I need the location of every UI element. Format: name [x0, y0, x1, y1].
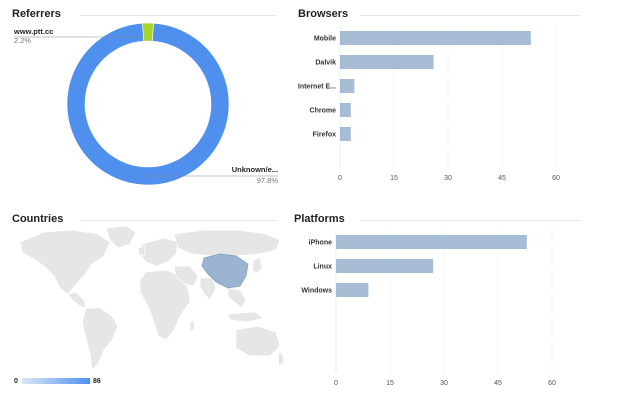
browsers-category-1: Dalvik: [315, 60, 336, 67]
browsers-tick-4: 60: [552, 175, 560, 182]
donut-slice-0: [142, 22, 154, 42]
map-legend-gradient-bar: [22, 378, 90, 384]
browsers-bar-chart: 0 15 30 45 60 Mobile Dalvik Internet E... Chrome…: [298, 26, 560, 182]
map-region-new-zealand: [277, 351, 285, 367]
map-region-japan: [251, 257, 263, 275]
browsers-tick-1: 15: [390, 175, 398, 182]
platforms-tick-3: 45: [494, 380, 502, 387]
browsers-tick-3: 45: [498, 175, 506, 182]
map-region-china-highlighted: [201, 253, 249, 289]
map-region-southeast-asia: [227, 287, 247, 309]
browsers-tick-0: 0: [338, 175, 342, 182]
referrers-title: Referrers: [12, 8, 61, 20]
platforms-tick-2: 30: [440, 380, 448, 387]
map-region-india: [199, 277, 217, 301]
platforms-title: Platforms: [294, 213, 345, 225]
platforms-bar-1: [336, 259, 434, 273]
map-region-central-america: [67, 291, 87, 309]
map-region-europe: [139, 237, 179, 267]
browsers-category-4: Firefox: [313, 132, 336, 139]
referrers-donut-chart: www.ptt.cc2.2% Unknown/e... 97.8%: [13, 22, 279, 186]
donut-value-1: 97.8%: [257, 176, 279, 185]
browsers-title-rule: [360, 15, 580, 16]
map-region-middle-east: [173, 265, 199, 287]
map-color-legend: 0 86: [14, 378, 101, 385]
map-legend-min: 0: [14, 378, 18, 385]
browsers-bar-1: [340, 55, 434, 69]
platforms-bar-0: [336, 235, 527, 249]
browsers-title: Browsers: [298, 8, 349, 20]
platforms-title-rule: [360, 220, 580, 221]
browsers-bar-2: [340, 79, 355, 93]
map-region-greenland: [105, 226, 137, 249]
browsers-bar-0: [340, 31, 531, 45]
platforms-bar-chart: 0 15 30 45 60 iPhone Linux Windows: [301, 230, 556, 387]
map-region-indonesia: [227, 311, 265, 323]
donut-slice-1: [66, 22, 230, 186]
browsers-bar-4: [340, 127, 351, 141]
browsers-bar-3: [340, 103, 351, 117]
platforms-category-2: Windows: [301, 288, 332, 295]
platforms-tick-4: 60: [548, 380, 556, 387]
platforms-tick-1: 15: [386, 380, 394, 387]
donut-value-0: 2.2%: [14, 36, 31, 45]
platforms-tick-0: 0: [334, 380, 338, 387]
browsers-tick-2: 30: [444, 175, 452, 182]
referrers-title-rule: [80, 15, 276, 16]
countries-title: Countries: [12, 213, 64, 225]
browsers-category-2: Internet E...: [298, 84, 336, 91]
platforms-bar-2: [336, 283, 369, 297]
map-region-south-america: [81, 307, 119, 371]
platforms-category-1: Linux: [313, 264, 332, 271]
platforms-category-0: iPhone: [309, 240, 332, 247]
donut-label-1: Unknown/e...: [232, 165, 278, 174]
countries-title-rule: [80, 220, 276, 221]
browsers-category-3: Chrome: [310, 108, 337, 115]
browsers-category-0: Mobile: [314, 36, 336, 43]
map-region-uk-ireland: [137, 245, 146, 257]
map-legend-max: 86: [93, 378, 101, 385]
map-region-australia: [235, 325, 281, 357]
map-region-russia-north-asia: [173, 229, 281, 257]
map-region-madagascar: [189, 319, 195, 333]
countries-world-map: [19, 226, 285, 371]
map-region-north-america: [19, 229, 111, 295]
donut-label-0: www.ptt.cc: [13, 27, 53, 36]
